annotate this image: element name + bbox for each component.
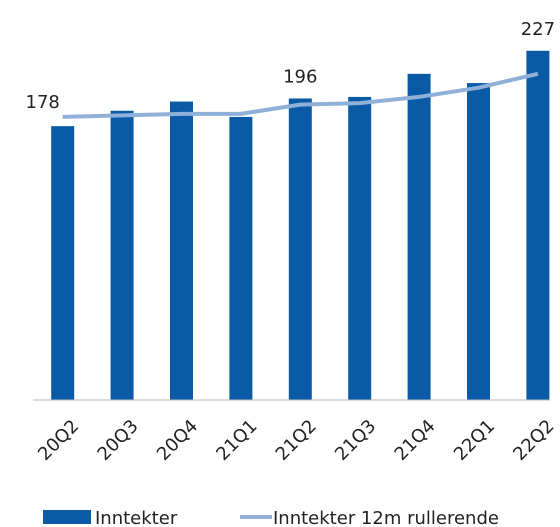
bar bbox=[467, 83, 490, 401]
data-label: 196 bbox=[283, 66, 317, 87]
legend-label: Inntekter 12m rullerende bbox=[273, 508, 499, 527]
x-tick-label: 20Q3 bbox=[94, 416, 143, 465]
bar bbox=[348, 96, 372, 400]
x-tick-label: 22Q1 bbox=[450, 416, 499, 465]
legend-swatch bbox=[43, 510, 91, 524]
x-tick-label: 20Q2 bbox=[34, 416, 83, 465]
bar bbox=[407, 73, 431, 400]
x-tick-label: 22Q2 bbox=[509, 416, 558, 465]
x-tick-label: 20Q4 bbox=[153, 416, 202, 465]
legend-label: Inntekter bbox=[95, 508, 178, 527]
x-tick-label: 21Q4 bbox=[391, 416, 440, 465]
x-tick-label: 21Q3 bbox=[331, 416, 380, 465]
bar bbox=[51, 126, 75, 401]
bar bbox=[229, 116, 253, 400]
data-label: 178 bbox=[26, 92, 60, 113]
line bbox=[62, 71, 539, 119]
data-label: 227 bbox=[521, 19, 555, 40]
bar bbox=[170, 101, 193, 401]
bar bbox=[526, 50, 550, 401]
bar bbox=[110, 110, 134, 401]
x-tick-label: 21Q2 bbox=[272, 416, 321, 465]
x-tick-label: 21Q1 bbox=[212, 416, 261, 465]
bar bbox=[288, 98, 312, 400]
